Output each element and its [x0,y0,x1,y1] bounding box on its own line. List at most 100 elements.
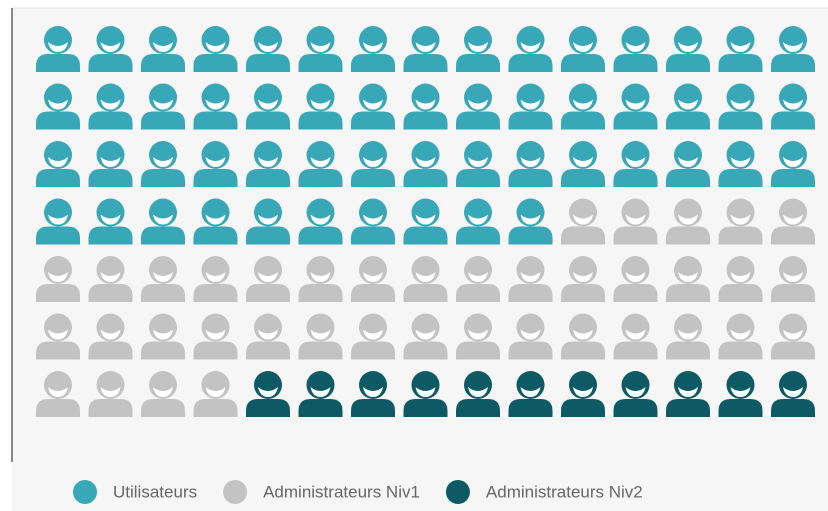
icon-smile [573,157,593,167]
icon-smile [415,214,436,225]
person-icon [298,141,343,187]
icon-smile [783,157,803,167]
icon-smile [363,42,383,52]
icon-smile [520,329,541,340]
person-icon [36,371,80,417]
person-icon [613,83,658,130]
person-icon [508,141,553,187]
person-icon [88,371,133,417]
icon-smile [678,157,698,167]
icon-smile [625,214,646,225]
icon-smile [573,387,593,397]
person-icon [36,256,80,302]
icon-smile [415,329,436,340]
icon-body [298,111,343,130]
person-icon [508,313,553,360]
person-icon [193,371,238,417]
icon-body [88,399,133,417]
icon-smile [678,214,698,225]
icon-smile [205,42,226,52]
icon-smile [573,214,593,225]
icon-smile [678,387,698,397]
icon-body [193,226,238,245]
icon-body [351,284,395,302]
icon-body [718,226,763,245]
icon-smile [783,272,803,282]
icon-body [403,226,448,245]
person-icon [298,198,343,245]
person-icon [193,313,238,360]
person-icon [771,83,815,130]
person-icon [298,313,343,360]
icon-smile [48,42,68,52]
icon-smile [678,272,698,282]
icon-smile [100,99,121,110]
icon-body [771,399,815,417]
icon-body [456,284,500,302]
person-icon [561,83,605,130]
icon-body [351,341,395,360]
icon-body [36,341,80,360]
person-icon [456,371,500,417]
icon-smile [625,387,646,397]
icon-smile [153,329,173,340]
icon-smile [520,42,541,52]
legend-label: Administrateurs Niv2 [486,482,643,501]
icon-body [141,226,185,245]
icon-body [613,111,658,130]
person-icon [508,198,553,245]
icon-body [193,54,238,72]
icon-smile [520,214,541,225]
icon-body [246,169,290,187]
icon-body [508,169,553,187]
icon-smile [363,272,383,282]
person-icon [351,198,395,245]
person-icon [666,198,710,245]
legend-label: Administrateurs Niv1 [263,482,420,501]
icon-body [508,111,553,130]
icon-smile [415,272,436,282]
icon-smile [625,99,646,110]
person-icon [298,371,343,417]
icon-smile [520,99,541,110]
person-icon [403,198,448,245]
icon-body [456,169,500,187]
person-icon [36,313,80,360]
icon-body [36,54,80,72]
icon-body [561,226,605,245]
icon-smile [100,157,121,167]
icon-body [246,226,290,245]
icon-body [88,169,133,187]
icon-smile [310,99,331,110]
icon-smile [153,387,173,397]
person-icon [613,313,658,360]
person-icon [666,83,710,130]
person-icon [666,26,710,72]
icon-smile [415,99,436,110]
icon-body [351,169,395,187]
icon-smile [415,42,436,52]
person-icon [403,313,448,360]
person-icon [246,26,290,72]
icon-body [508,399,553,417]
icon-body [88,54,133,72]
legend-label: Utilisateurs [113,482,197,501]
legend-swatch [445,480,470,504]
person-icon [246,141,290,187]
person-icon [561,371,605,417]
icon-body [36,399,80,417]
icon-smile [520,387,541,397]
icon-body [298,226,343,245]
person-icon [141,313,185,360]
person-icon [403,371,448,417]
icon-body [403,111,448,130]
icon-smile [468,214,488,225]
icon-smile [258,157,278,167]
person-icon [666,256,710,302]
person-icon [561,141,605,187]
icon-smile [363,387,383,397]
icon-body [403,169,448,187]
icon-smile [100,214,121,225]
icon-body [141,284,185,302]
icon-smile [100,387,121,397]
